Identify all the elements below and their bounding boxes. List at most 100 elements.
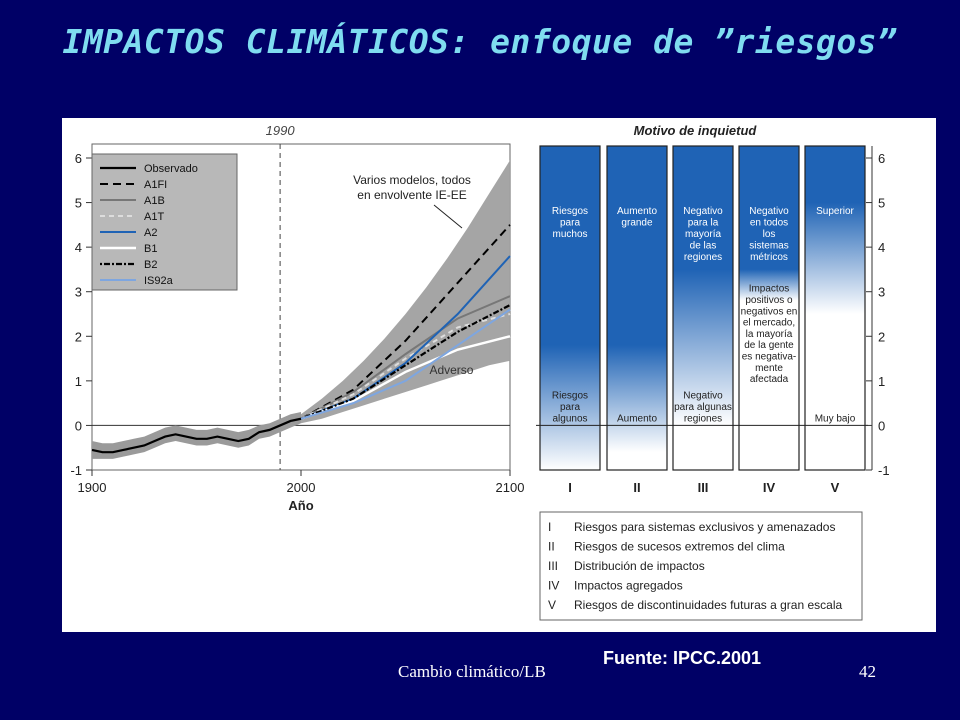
concern-bar-V: [804, 145, 866, 471]
bar-middle-label: positivos o: [745, 295, 793, 306]
bar-bottom-label: para: [560, 402, 580, 413]
concern-legend-text: Riesgos de discontinuidades futuras a gr…: [574, 598, 842, 612]
bar-middle-label: la mayoría: [746, 329, 793, 340]
legend-label: A1FI: [144, 179, 167, 191]
bar-top-label: mayoría: [685, 229, 722, 240]
right-y-tick-label: 3: [878, 285, 885, 300]
bar-top-label: métricos: [750, 252, 788, 263]
legend-label: A2: [144, 227, 157, 239]
y-tick-label: 3: [75, 285, 82, 300]
figure-svg: -1 0 1 2 3 4 5 6 1900 2000 2100 Año 1990 Adverso Vario…: [70, 123, 890, 621]
bar-middle-label: afectada: [750, 374, 789, 385]
bar-category-label: II: [633, 480, 640, 495]
y-tick-label: 0: [75, 418, 82, 433]
bar-category-label: IV: [763, 480, 776, 495]
legend-label: Observado: [144, 163, 198, 175]
bar-bottom-label: Riesgos: [552, 390, 588, 401]
concern-legend-text: Impactos agregados: [574, 579, 683, 593]
right-y-tick-label: 1: [878, 374, 885, 389]
bar-top-label: Negativo: [749, 206, 789, 217]
bar-category-label: III: [698, 480, 709, 495]
observed-variability-band: [92, 412, 301, 459]
band-label: Adverso: [429, 363, 473, 377]
y-tick-label: 2: [75, 329, 82, 344]
series-line-b1: [300, 335, 511, 420]
bar-top-label: en todos: [750, 218, 788, 229]
concern-legend-numeral: IV: [548, 579, 559, 593]
bar-top-label: grande: [621, 218, 653, 229]
concern-bar-IV: [738, 145, 800, 471]
concern-bar-II: [606, 145, 668, 471]
y-tick-label: 1: [75, 374, 82, 389]
source-credit: Fuente: IPCC.2001: [603, 648, 762, 668]
concern-bar-I: [539, 145, 601, 471]
bar-middle-label: el mercado,: [743, 318, 795, 329]
envelope-annotation: Varios modelos, todos: [353, 173, 471, 187]
legend-label: IS92a: [144, 275, 174, 287]
bar-top-label: para la: [688, 218, 719, 229]
bar-bottom-label: Muy bajo: [815, 413, 856, 424]
bar-top-label: regiones: [684, 252, 722, 263]
series-line-observado: [91, 417, 302, 454]
y-tick-label: 5: [75, 196, 82, 211]
chart-legend: [91, 153, 238, 291]
footer-text: Cambio climático/LB: [398, 662, 546, 681]
series-line-is92a: [300, 308, 511, 420]
bar-middle-label: negativos en: [741, 306, 798, 317]
bar-category-label: V: [831, 480, 840, 495]
bar-top-label: sistemas: [749, 241, 788, 252]
reference-year-label: 1990: [266, 123, 296, 138]
right-y-tick-label: -1: [878, 463, 890, 478]
series-line-a1b: [300, 295, 511, 420]
bar-middle-label: de la gente: [744, 340, 794, 351]
bar-top-label: Riesgos: [552, 206, 588, 217]
bar-chart-title: Motivo de inquietud: [634, 123, 758, 138]
series-line-b2: [300, 304, 511, 420]
bar-top-label: para: [560, 218, 580, 229]
y-tick-label: 6: [75, 151, 82, 166]
bar-bottom-label: algunos: [552, 413, 587, 424]
concern-legend-text: Riesgos para sistemas exclusivos y amena…: [574, 520, 835, 534]
series-line-a1fi: [300, 224, 511, 420]
concern-legend-box: [539, 511, 863, 621]
right-y-tick-label: 6: [878, 151, 885, 166]
concern-legend-numeral: I: [548, 520, 551, 534]
right-y-tick-label: 2: [878, 329, 885, 344]
bar-bottom-label: Aumento: [617, 413, 657, 424]
concern-legend-numeral: II: [548, 540, 555, 554]
envelope-annotation-pointer: [433, 204, 463, 229]
x-tick-label: 1900: [78, 480, 107, 495]
x-tick-label: 2000: [287, 480, 316, 495]
concern-legend-numeral: V: [548, 598, 556, 612]
bar-top-label: muchos: [552, 229, 587, 240]
right-y-tick-label: 5: [878, 196, 885, 211]
legend-label: A1T: [144, 211, 164, 223]
scenario-envelope: [301, 160, 510, 424]
concern-legend-numeral: III: [548, 559, 558, 573]
bar-bottom-label: Negativo: [683, 390, 723, 401]
concern-legend-text: Distribución de impactos: [574, 559, 705, 573]
figure-panel: -1 0 1 2 3 4 5 6 1900 2000 2100 Año 1990 Adverso Vario…: [62, 118, 936, 632]
bar-middle-label: mente: [755, 363, 783, 374]
bar-bottom-label: regiones: [684, 413, 722, 424]
bar-top-label: de las: [690, 241, 717, 252]
y-tick-label: -1: [70, 463, 82, 478]
page-number: 42: [859, 662, 876, 681]
concern-bar-III: [672, 145, 734, 471]
bar-category-label: I: [568, 480, 572, 495]
legend-label: B2: [144, 259, 157, 271]
x-tick-label: 2100: [496, 480, 525, 495]
bar-top-label: Superior: [816, 206, 854, 217]
bar-top-label: los: [763, 229, 776, 240]
bar-middle-label: es negativa-: [742, 352, 796, 363]
bar-bottom-label: para algunas: [674, 402, 732, 413]
bar-top-label: Negativo: [683, 206, 723, 217]
slide-title: IMPACTOS CLIMÁTICOS: enfoque de ”riesgos…: [62, 22, 898, 61]
bar-middle-label: Impactos: [749, 284, 790, 295]
bar-top-label: Aumento: [617, 206, 657, 217]
x-axis-title: Año: [288, 498, 313, 513]
y-tick-label: 4: [75, 240, 82, 255]
legend-label: A1B: [144, 195, 165, 207]
concern-legend-text: Riesgos de sucesos extremos del clima: [574, 540, 785, 554]
right-y-tick-label: 0: [878, 418, 885, 433]
